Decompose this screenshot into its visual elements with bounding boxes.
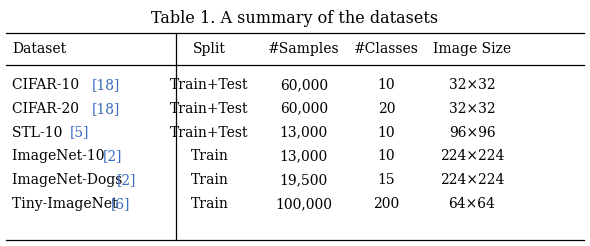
Text: [5]: [5] <box>70 126 89 139</box>
Text: #Classes: #Classes <box>354 42 419 56</box>
Text: 200: 200 <box>373 197 399 211</box>
Text: [18]: [18] <box>91 78 120 92</box>
Text: 13,000: 13,000 <box>280 150 328 163</box>
Text: CIFAR-20: CIFAR-20 <box>12 102 83 116</box>
Text: #Samples: #Samples <box>268 42 340 56</box>
Text: [18]: [18] <box>91 102 120 116</box>
Text: 10: 10 <box>378 78 395 92</box>
Text: 224×224: 224×224 <box>440 150 504 163</box>
Text: Image Size: Image Size <box>433 42 511 56</box>
Text: [6]: [6] <box>111 197 130 211</box>
Text: Train+Test: Train+Test <box>170 126 249 139</box>
Text: 32×32: 32×32 <box>448 102 496 116</box>
Text: 100,000: 100,000 <box>276 197 332 211</box>
Text: 60,000: 60,000 <box>280 102 328 116</box>
Text: 15: 15 <box>378 173 395 187</box>
Text: [2]: [2] <box>117 173 136 187</box>
Text: Train: Train <box>191 150 228 163</box>
Text: Table 1. A summary of the datasets: Table 1. A summary of the datasets <box>152 10 438 27</box>
Text: STL-10: STL-10 <box>12 126 67 139</box>
Text: ImageNet-Dogs: ImageNet-Dogs <box>12 173 126 187</box>
Text: Tiny-ImageNet: Tiny-ImageNet <box>12 197 122 211</box>
Text: 10: 10 <box>378 126 395 139</box>
Text: 20: 20 <box>378 102 395 116</box>
Text: Train+Test: Train+Test <box>170 78 249 92</box>
Text: 10: 10 <box>378 150 395 163</box>
Text: Dataset: Dataset <box>12 42 66 56</box>
Text: [2]: [2] <box>103 150 123 163</box>
Text: 13,000: 13,000 <box>280 126 328 139</box>
Text: 60,000: 60,000 <box>280 78 328 92</box>
Text: 32×32: 32×32 <box>448 78 496 92</box>
Text: 224×224: 224×224 <box>440 173 504 187</box>
Text: ImageNet-10: ImageNet-10 <box>12 150 109 163</box>
Text: 64×64: 64×64 <box>448 197 496 211</box>
Text: Train: Train <box>191 197 228 211</box>
Text: 96×96: 96×96 <box>448 126 496 139</box>
Text: Split: Split <box>193 42 226 56</box>
Text: Train: Train <box>191 173 228 187</box>
Text: Train+Test: Train+Test <box>170 102 249 116</box>
Text: CIFAR-10: CIFAR-10 <box>12 78 83 92</box>
Text: 19,500: 19,500 <box>280 173 328 187</box>
